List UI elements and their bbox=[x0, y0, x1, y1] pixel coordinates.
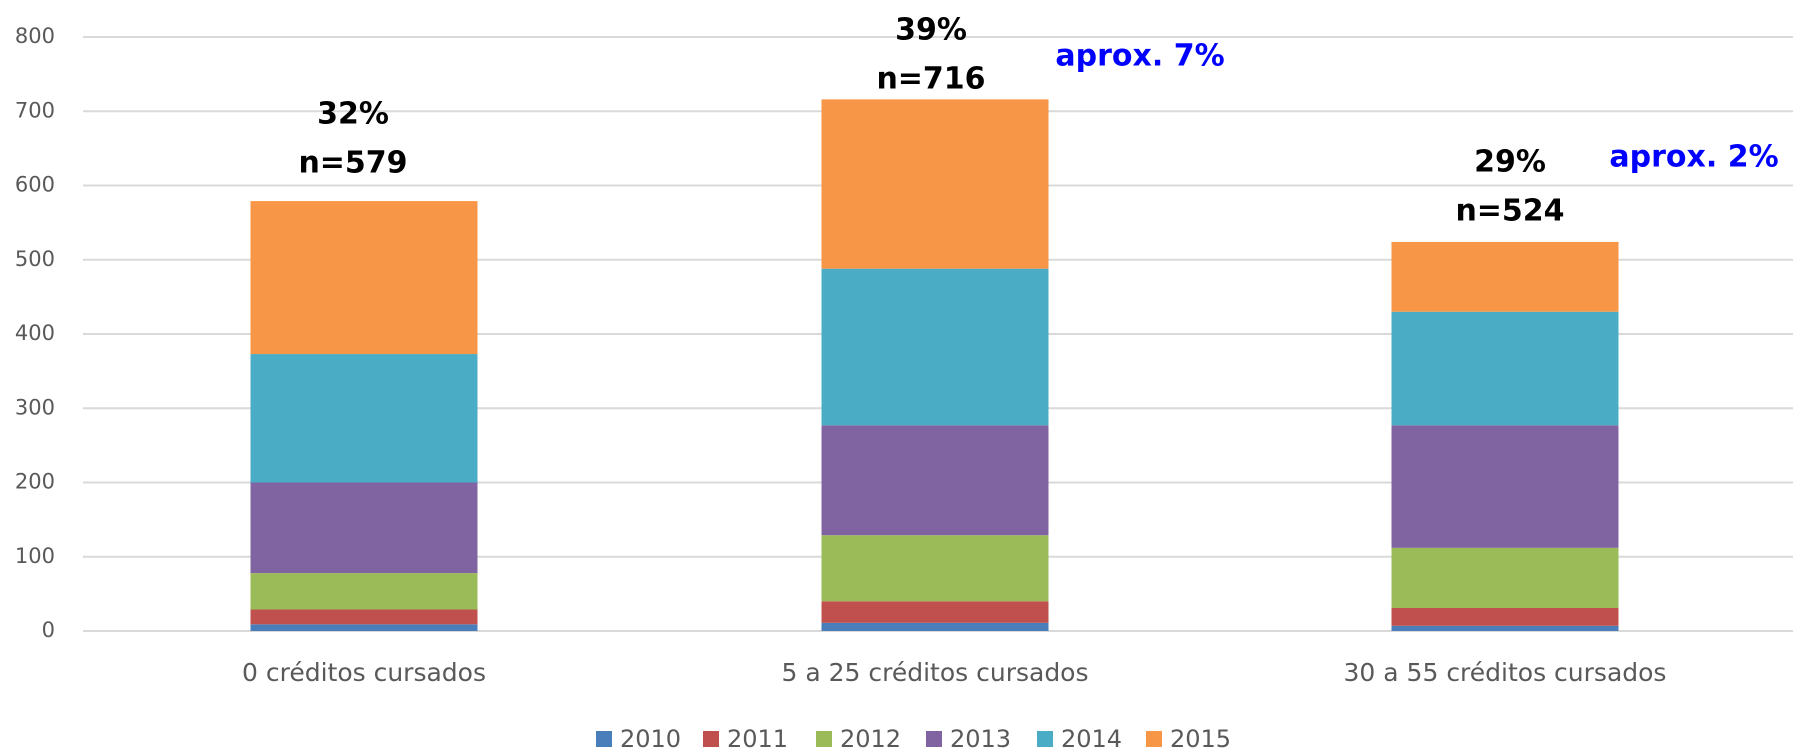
legend-label: 2011 bbox=[727, 725, 788, 753]
y-tick-label: 0 bbox=[42, 618, 55, 642]
bar-segment bbox=[250, 201, 478, 355]
legend-swatch bbox=[1037, 731, 1053, 747]
y-tick-label: 300 bbox=[15, 395, 55, 419]
legend-label: 2012 bbox=[840, 725, 901, 753]
legend-swatch bbox=[816, 731, 832, 747]
y-tick-label: 100 bbox=[15, 544, 55, 568]
x-tick-label: 5 a 25 créditos cursados bbox=[781, 658, 1088, 687]
bar-segment bbox=[1391, 607, 1619, 626]
annotation: 29% bbox=[1474, 145, 1546, 180]
bar-segment bbox=[1391, 311, 1619, 426]
bar-segment bbox=[821, 268, 1049, 426]
bar-segment bbox=[1391, 625, 1619, 631]
legend-swatch bbox=[596, 731, 612, 747]
y-tick-label: 700 bbox=[15, 98, 55, 122]
legend-swatch bbox=[926, 731, 942, 747]
annotation: n=524 bbox=[1455, 194, 1564, 229]
annotation: n=579 bbox=[298, 146, 407, 181]
annotation: aprox. 7% bbox=[1055, 39, 1224, 74]
bar-segment bbox=[1391, 547, 1619, 608]
y-tick-label: 800 bbox=[15, 24, 55, 48]
bar-segment bbox=[821, 601, 1049, 623]
y-tick-label: 500 bbox=[15, 247, 55, 271]
legend-label: 2015 bbox=[1170, 725, 1231, 753]
bar-segment bbox=[1391, 425, 1619, 548]
legend-label: 2013 bbox=[950, 725, 1011, 753]
bar-segment bbox=[821, 99, 1049, 269]
y-tick-label: 400 bbox=[15, 321, 55, 345]
y-tick-label: 200 bbox=[15, 470, 55, 494]
legend-label: 2010 bbox=[620, 725, 681, 753]
bar-segment bbox=[250, 624, 478, 631]
legend-label: 2014 bbox=[1061, 725, 1122, 753]
annotation: 32% bbox=[317, 97, 389, 132]
bar-segment bbox=[1391, 241, 1619, 312]
bar-segment bbox=[250, 482, 478, 574]
bar-segment bbox=[821, 425, 1049, 536]
legend-swatch bbox=[1146, 731, 1162, 747]
bar-segment bbox=[250, 354, 478, 483]
annotation: n=716 bbox=[876, 62, 985, 97]
bar-segment bbox=[250, 609, 478, 625]
annotation: 39% bbox=[895, 13, 967, 48]
bar-segment bbox=[250, 573, 478, 610]
bar-segment bbox=[821, 622, 1049, 631]
x-tick-label: 30 a 55 créditos cursados bbox=[1344, 658, 1667, 687]
legend-swatch bbox=[703, 731, 719, 747]
y-tick-label: 600 bbox=[15, 173, 55, 197]
annotation: aprox. 2% bbox=[1609, 140, 1778, 175]
bar-segment bbox=[821, 535, 1049, 602]
x-tick-label: 0 créditos cursados bbox=[242, 658, 486, 687]
